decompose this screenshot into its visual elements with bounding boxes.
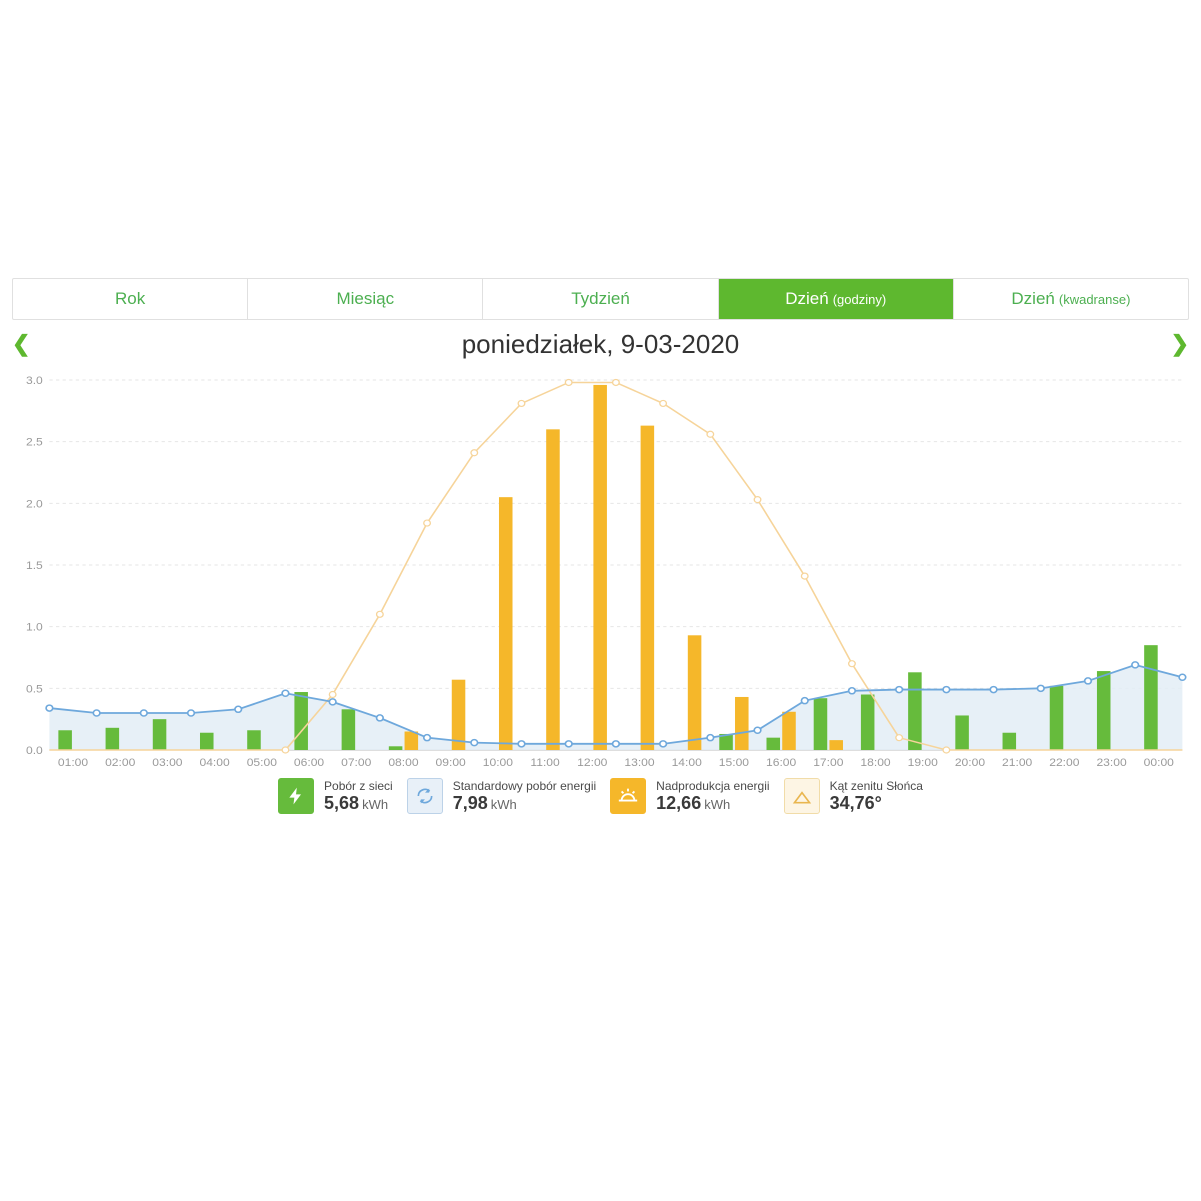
legend-value: 7,98	[453, 793, 488, 813]
svg-text:09:00: 09:00	[436, 757, 466, 768]
legend-kat[interactable]: Kąt zenitu Słońca 34,76°	[784, 778, 923, 814]
tab-label: Tydzień	[571, 289, 630, 309]
tab-sublabel: (kwadranse)	[1059, 292, 1131, 307]
svg-text:2.5: 2.5	[26, 437, 43, 448]
next-day-button[interactable]: ❯	[1171, 331, 1189, 357]
cycle-icon	[407, 778, 443, 814]
svg-text:08:00: 08:00	[388, 757, 418, 768]
svg-text:11:00: 11:00	[530, 757, 559, 768]
svg-text:21:00: 21:00	[1002, 757, 1032, 768]
legend-value: 12,66	[656, 793, 701, 813]
svg-text:10:00: 10:00	[483, 757, 513, 768]
svg-text:00:00: 00:00	[1144, 757, 1174, 768]
svg-text:22:00: 22:00	[1049, 757, 1079, 768]
bolt-icon	[278, 778, 314, 814]
svg-text:3.0: 3.0	[26, 375, 43, 386]
legend-value: 34,76°	[830, 793, 882, 813]
tab-dzien-godziny[interactable]: Dzień (godziny)	[719, 279, 954, 319]
tab-label: Dzień	[1011, 289, 1054, 309]
tab-label: Rok	[115, 289, 145, 309]
svg-text:20:00: 20:00	[955, 757, 985, 768]
tab-tydzien[interactable]: Tydzień	[483, 279, 718, 319]
angle-icon	[784, 778, 820, 814]
svg-text:06:00: 06:00	[294, 757, 324, 768]
legend-label: Nadprodukcja energii	[656, 779, 769, 793]
legend-nadprodukcja[interactable]: Nadprodukcja energii 12,66kWh	[610, 778, 769, 814]
svg-text:07:00: 07:00	[341, 757, 371, 768]
legend-label: Standardowy pobór energii	[453, 779, 596, 793]
legend-unit: kWh	[362, 797, 388, 812]
svg-text:1.5: 1.5	[26, 560, 43, 571]
svg-text:13:00: 13:00	[624, 757, 654, 768]
svg-text:01:00: 01:00	[58, 757, 88, 768]
legend-unit: kWh	[704, 797, 730, 812]
legend-unit: kWh	[491, 797, 517, 812]
date-navigation: ❮ poniedziałek, 9-03-2020 ❯	[12, 322, 1189, 366]
svg-text:02:00: 02:00	[105, 757, 135, 768]
svg-text:05:00: 05:00	[247, 757, 277, 768]
svg-text:16:00: 16:00	[766, 757, 796, 768]
svg-text:0.0: 0.0	[26, 745, 43, 756]
legend-pobor[interactable]: Pobór z sieci 5,68kWh	[278, 778, 393, 814]
tab-rok[interactable]: Rok	[13, 279, 248, 319]
legend-label: Pobór z sieci	[324, 779, 393, 793]
date-title: poniedziałek, 9-03-2020	[462, 329, 740, 360]
tab-miesiac[interactable]: Miesiąc	[248, 279, 483, 319]
svg-text:04:00: 04:00	[200, 757, 230, 768]
tab-sublabel: (godziny)	[833, 292, 886, 307]
sun-icon	[610, 778, 646, 814]
svg-text:0.5: 0.5	[26, 684, 43, 695]
svg-text:12:00: 12:00	[577, 757, 607, 768]
svg-text:18:00: 18:00	[860, 757, 890, 768]
tab-label: Dzień	[785, 289, 828, 309]
svg-text:03:00: 03:00	[152, 757, 182, 768]
svg-text:15:00: 15:00	[719, 757, 749, 768]
period-tabs: Rok Miesiąc Tydzień Dzień (godziny) Dzie…	[12, 278, 1189, 320]
chart-legend: Pobór z sieci 5,68kWh Standardowy pobór …	[0, 778, 1201, 814]
svg-text:23:00: 23:00	[1096, 757, 1126, 768]
legend-value: 5,68	[324, 793, 359, 813]
tab-label: Miesiąc	[336, 289, 394, 309]
svg-text:2.0: 2.0	[26, 499, 43, 510]
prev-day-button[interactable]: ❮	[12, 331, 30, 357]
energy-chart: 0.0 0.5 1.0 1.5 2.0 2.5 3.0 01:00 02:00 03:00 04:0…	[12, 374, 1189, 774]
svg-text:14:00: 14:00	[672, 757, 702, 768]
svg-text:19:00: 19:00	[908, 757, 938, 768]
legend-label: Kąt zenitu Słońca	[830, 779, 923, 793]
legend-standardowy[interactable]: Standardowy pobór energii 7,98kWh	[407, 778, 596, 814]
svg-text:17:00: 17:00	[813, 757, 843, 768]
svg-text:1.0: 1.0	[26, 622, 43, 633]
tab-dzien-kwadranse[interactable]: Dzień (kwadranse)	[954, 279, 1188, 319]
